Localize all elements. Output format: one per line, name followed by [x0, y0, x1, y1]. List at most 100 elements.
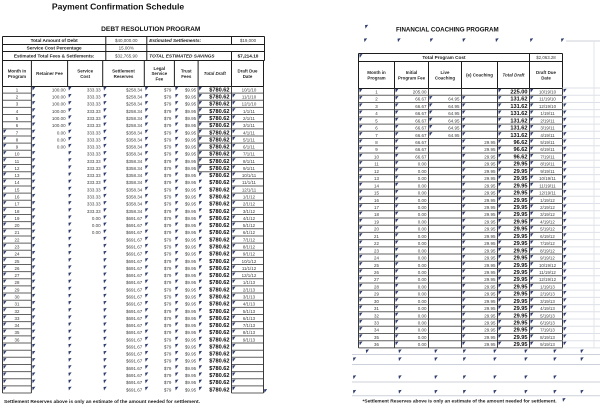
svg-text:Settlement Reserves above is o: Settlement Reserves above is only an est… — [4, 399, 201, 405]
svg-text:131.62: 131.62 — [510, 118, 527, 124]
svg-text:0.00: 0.00 — [92, 223, 101, 228]
svg-text:0.00: 0.00 — [418, 241, 427, 246]
svg-text:$780.62: $780.62 — [209, 152, 229, 158]
svg-text:6: 6 — [16, 123, 19, 128]
svg-text:100.00: 100.00 — [52, 87, 66, 92]
svg-text:Initial: Initial — [406, 70, 418, 75]
svg-text:$780.62: $780.62 — [209, 87, 229, 93]
svg-text:$79: $79 — [164, 102, 172, 107]
svg-text:$9.95: $9.95 — [185, 237, 197, 242]
svg-text:64.95: 64.95 — [448, 111, 460, 116]
svg-text:29.95: 29.95 — [514, 263, 528, 269]
svg-text:24: 24 — [15, 252, 20, 257]
svg-text:$9.95: $9.95 — [185, 95, 197, 100]
svg-text:1/19/13: 1/19/13 — [540, 284, 555, 289]
svg-text:29.95: 29.95 — [484, 212, 496, 217]
svg-text:$9.95: $9.95 — [185, 287, 197, 292]
svg-text:$79: $79 — [164, 280, 172, 285]
svg-text:$358.34: $358.34 — [126, 202, 143, 207]
svg-text:29.95: 29.95 — [484, 270, 496, 275]
svg-text:29.95: 29.95 — [514, 292, 528, 298]
svg-text:$780.62: $780.62 — [209, 352, 229, 358]
svg-text:23: 23 — [15, 245, 20, 250]
svg-text:1/19/11: 1/19/11 — [540, 111, 555, 116]
svg-text:29.95: 29.95 — [514, 277, 528, 283]
svg-text:0.00: 0.00 — [418, 342, 427, 347]
svg-text:12/19/10: 12/19/10 — [539, 104, 557, 109]
svg-text:2/19/13: 2/19/13 — [540, 292, 555, 297]
svg-text:29.95: 29.95 — [484, 183, 496, 188]
svg-text:30: 30 — [15, 294, 20, 299]
svg-text:$9.95: $9.95 — [185, 116, 197, 121]
svg-text:$258.34: $258.34 — [126, 102, 143, 107]
svg-text:Total Program Cost: Total Program Cost — [422, 55, 466, 60]
svg-text:34: 34 — [15, 323, 20, 328]
svg-text:$79: $79 — [164, 344, 172, 349]
svg-text:$691.67: $691.67 — [126, 330, 143, 335]
svg-text:$9.95: $9.95 — [185, 145, 197, 150]
svg-text:23: 23 — [374, 248, 379, 253]
svg-text:$780.62: $780.62 — [209, 259, 229, 265]
svg-text:16: 16 — [15, 195, 20, 200]
svg-text:100.00: 100.00 — [52, 123, 66, 128]
svg-text:$358.34: $358.34 — [126, 187, 143, 192]
svg-text:4: 4 — [375, 111, 378, 116]
svg-text:$780.62: $780.62 — [209, 359, 229, 365]
svg-text:5/1/11: 5/1/11 — [243, 137, 255, 142]
svg-text:$780.62: $780.62 — [209, 245, 229, 251]
svg-text:$9.95: $9.95 — [185, 337, 197, 342]
svg-text:$79: $79 — [164, 380, 172, 385]
svg-text:Service Cost Percentage: Service Cost Percentage — [27, 45, 82, 50]
svg-text:3/1/13: 3/1/13 — [243, 294, 256, 299]
svg-text:$79: $79 — [164, 173, 172, 178]
svg-text:$780.62: $780.62 — [209, 280, 229, 286]
svg-text:$9.95: $9.95 — [185, 173, 197, 178]
svg-text:333.33: 333.33 — [87, 102, 101, 107]
svg-text:$691.67: $691.67 — [126, 273, 143, 278]
svg-text:2/1/11: 2/1/11 — [243, 116, 255, 121]
svg-text:29: 29 — [374, 292, 379, 297]
svg-text:5/1/12: 5/1/12 — [243, 223, 256, 228]
svg-text:$691.67: $691.67 — [126, 216, 143, 221]
svg-text:6/19/11: 6/19/11 — [540, 147, 555, 152]
svg-text:15: 15 — [374, 191, 379, 196]
svg-text:333.33: 333.33 — [87, 173, 101, 178]
svg-text:31: 31 — [15, 302, 20, 307]
svg-text:333.33: 333.33 — [87, 95, 101, 100]
svg-text:$79: $79 — [164, 209, 172, 214]
svg-text:100.00: 100.00 — [52, 102, 66, 107]
svg-text:333.33: 333.33 — [87, 116, 101, 121]
svg-text:64.95: 64.95 — [448, 97, 460, 102]
svg-text:333.33: 333.33 — [87, 87, 101, 92]
svg-text:$9.95: $9.95 — [185, 87, 197, 92]
svg-text:29.95: 29.95 — [484, 313, 496, 318]
svg-text:Estimated Total Fees & Settlem: Estimated Total Fees & Settlements: — [14, 53, 95, 58]
svg-text:100.00: 100.00 — [52, 116, 66, 121]
svg-text:0.00: 0.00 — [418, 227, 427, 232]
svg-text:333.33: 333.33 — [87, 137, 101, 142]
svg-text:21: 21 — [15, 230, 20, 235]
svg-text:34: 34 — [374, 328, 379, 333]
svg-text:16: 16 — [374, 198, 379, 203]
svg-text:Settlement: Settlement — [112, 69, 135, 74]
svg-text:96.62: 96.62 — [514, 154, 528, 160]
svg-text:Total Draft: Total Draft — [204, 71, 227, 76]
svg-text:FINANCIAL COACHING PROGRAM: FINANCIAL COACHING PROGRAM — [396, 26, 499, 33]
svg-text:27: 27 — [15, 273, 20, 278]
svg-text:3: 3 — [375, 104, 378, 109]
svg-text:$780.62: $780.62 — [209, 323, 229, 329]
svg-text:$780.62: $780.62 — [209, 266, 229, 272]
svg-text:$79: $79 — [164, 145, 172, 150]
svg-text:66.67: 66.67 — [415, 133, 427, 138]
svg-text:$40,000.00: $40,000.00 — [115, 38, 138, 43]
svg-text:7/19/13: 7/19/13 — [540, 328, 555, 333]
svg-text:9: 9 — [16, 145, 19, 150]
svg-text:$9.95: $9.95 — [185, 373, 197, 378]
svg-text:$9.95: $9.95 — [185, 266, 197, 271]
svg-text:2/1/13: 2/1/13 — [243, 287, 256, 292]
svg-text:$79: $79 — [164, 366, 172, 371]
svg-text:25: 25 — [15, 259, 20, 264]
svg-text:29.95: 29.95 — [514, 335, 528, 341]
svg-text:6/1/13: 6/1/13 — [243, 316, 256, 321]
svg-text:$79: $79 — [164, 87, 172, 92]
